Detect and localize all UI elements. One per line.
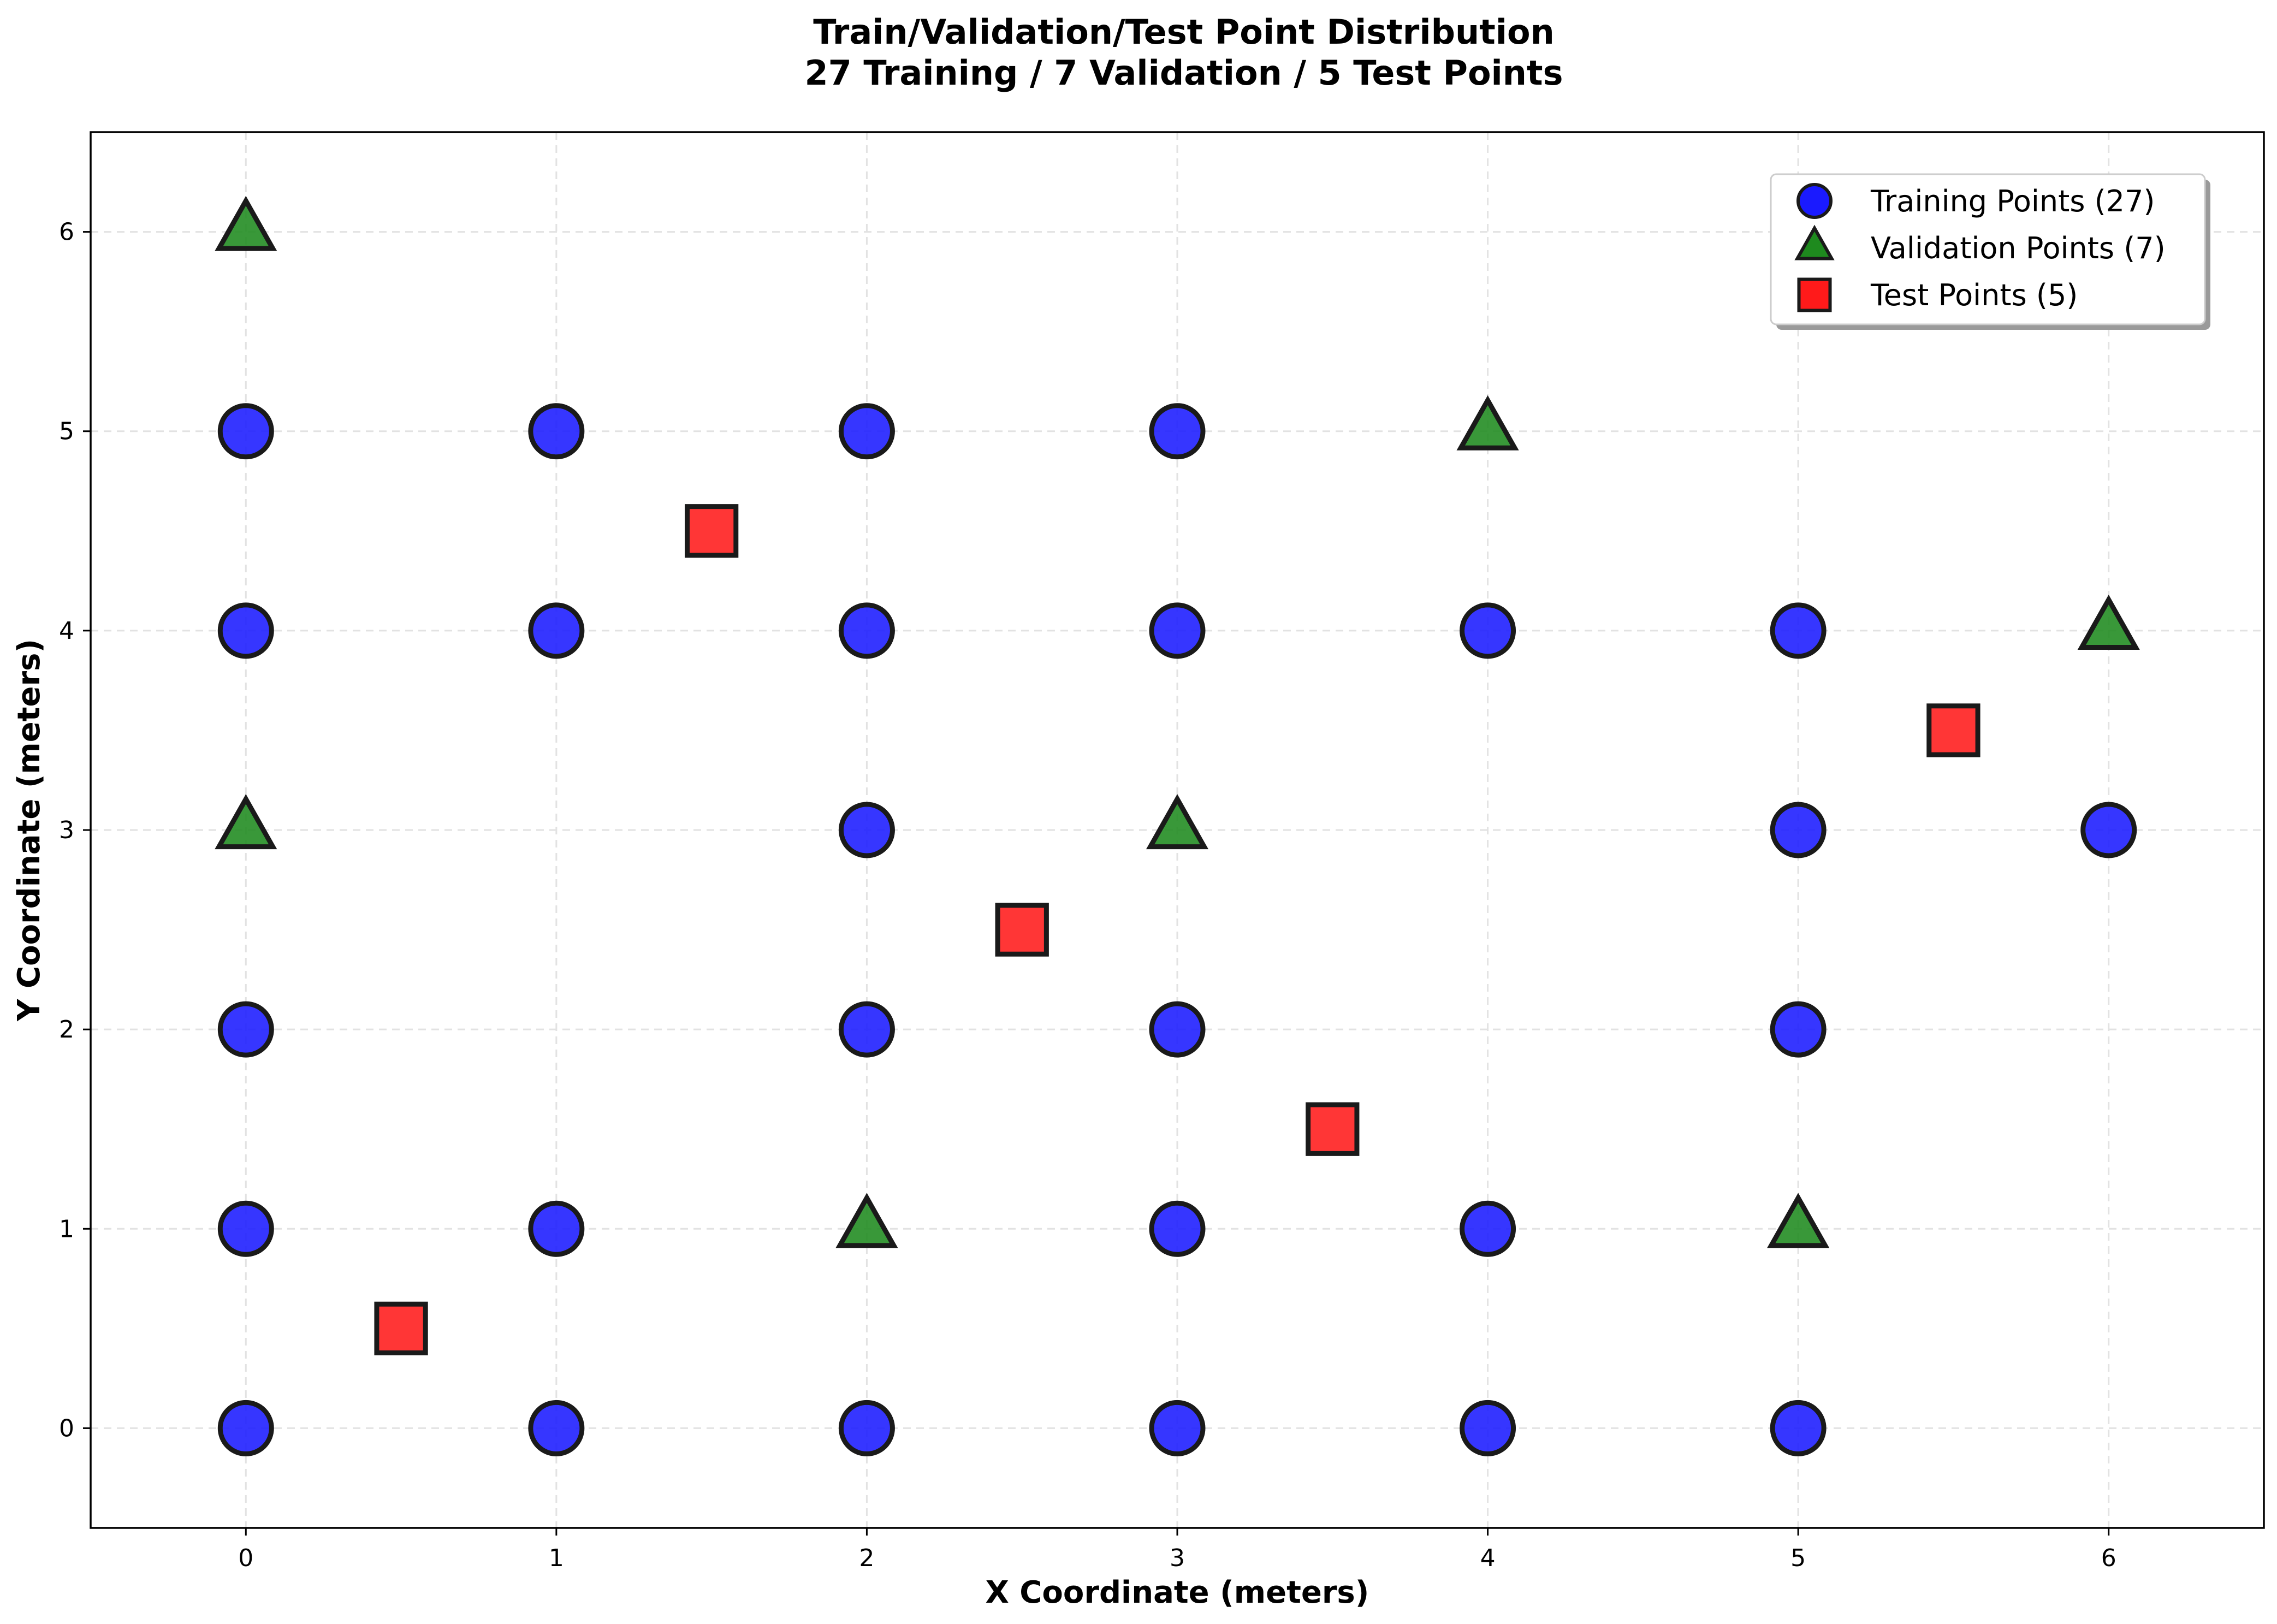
x-tick-label: 3 bbox=[1170, 1544, 1185, 1572]
training-point bbox=[528, 1400, 585, 1456]
plot-frame bbox=[90, 131, 2265, 1529]
test-point bbox=[1926, 703, 1980, 757]
x-tick-label: 5 bbox=[1790, 1544, 1806, 1572]
training-point bbox=[838, 403, 895, 460]
x-tick-label: 4 bbox=[1480, 1544, 1496, 1572]
training-point bbox=[1770, 1001, 1827, 1058]
test-point bbox=[684, 504, 739, 558]
training-point bbox=[1770, 602, 1827, 659]
training-point bbox=[2080, 802, 2137, 858]
y-tick-label: 4 bbox=[59, 617, 74, 645]
training-point bbox=[217, 403, 274, 460]
training-point bbox=[838, 802, 895, 858]
test-point bbox=[995, 903, 1049, 957]
training-point bbox=[1770, 1400, 1827, 1456]
training-point bbox=[528, 1200, 585, 1257]
data-points bbox=[215, 195, 2140, 1456]
training-point bbox=[528, 602, 585, 659]
y-tick-label: 0 bbox=[59, 1414, 74, 1442]
validation-point bbox=[1146, 794, 1209, 850]
y-axis-label: Y Coordinate (meters) bbox=[11, 639, 47, 1022]
training-point bbox=[217, 1200, 274, 1257]
y-tick-label: 3 bbox=[59, 816, 74, 844]
chart-title: Train/Validation/Test Point Distribution bbox=[813, 12, 1554, 52]
training-point bbox=[1460, 1400, 1516, 1456]
training-point bbox=[217, 602, 274, 659]
test-point bbox=[1306, 1102, 1360, 1156]
y-tick-label: 5 bbox=[59, 418, 74, 446]
x-axis-label: X Coordinate (meters) bbox=[986, 1575, 1369, 1610]
training-point bbox=[838, 1400, 895, 1456]
training-point bbox=[1149, 1001, 1206, 1058]
training-point bbox=[217, 1400, 274, 1456]
y-tick-label: 6 bbox=[59, 218, 74, 246]
axis-ticks: 0 1 2 3 4 5 6 0 1 2 3 4 5 6 bbox=[59, 218, 2116, 1572]
validation-point bbox=[2077, 594, 2140, 650]
training-point bbox=[1149, 403, 1206, 460]
validation-point bbox=[1456, 395, 1519, 451]
validation-point bbox=[215, 794, 277, 850]
validation-point bbox=[215, 195, 277, 251]
legend-test-marker bbox=[1797, 277, 1832, 312]
validation-point bbox=[835, 1193, 898, 1248]
x-tick-label: 2 bbox=[859, 1544, 874, 1572]
chart-subtitle: 27 Training / 7 Validation / 5 Test Poin… bbox=[805, 53, 1563, 93]
validation-point bbox=[1767, 1193, 1830, 1248]
legend-test-label: Test Points (5) bbox=[1870, 278, 2078, 312]
training-point bbox=[1460, 602, 1516, 659]
training-point bbox=[1149, 602, 1206, 659]
x-tick-label: 1 bbox=[549, 1544, 564, 1572]
legend-box bbox=[1770, 173, 2206, 325]
training-point bbox=[1770, 802, 1827, 858]
legend-validation-marker bbox=[1794, 224, 1835, 260]
legend-validation-label: Validation Points (7) bbox=[1871, 231, 2166, 265]
training-point bbox=[1149, 1200, 1206, 1257]
y-tick-label: 1 bbox=[59, 1215, 74, 1243]
legend-training-marker bbox=[1796, 183, 1833, 219]
legend-training-label: Training Points (27) bbox=[1870, 184, 2155, 218]
training-point bbox=[528, 403, 585, 460]
test-point bbox=[374, 1301, 428, 1356]
y-tick-label: 2 bbox=[59, 1016, 74, 1044]
x-tick-label: 6 bbox=[2101, 1544, 2116, 1572]
training-point bbox=[838, 602, 895, 659]
x-tick-label: 0 bbox=[238, 1544, 253, 1572]
training-point bbox=[217, 1001, 274, 1058]
training-point bbox=[1460, 1200, 1516, 1257]
training-point bbox=[838, 1001, 895, 1058]
legend: Training Points (27) Validation Points (7… bbox=[1770, 173, 2210, 330]
training-point bbox=[1149, 1400, 1206, 1456]
